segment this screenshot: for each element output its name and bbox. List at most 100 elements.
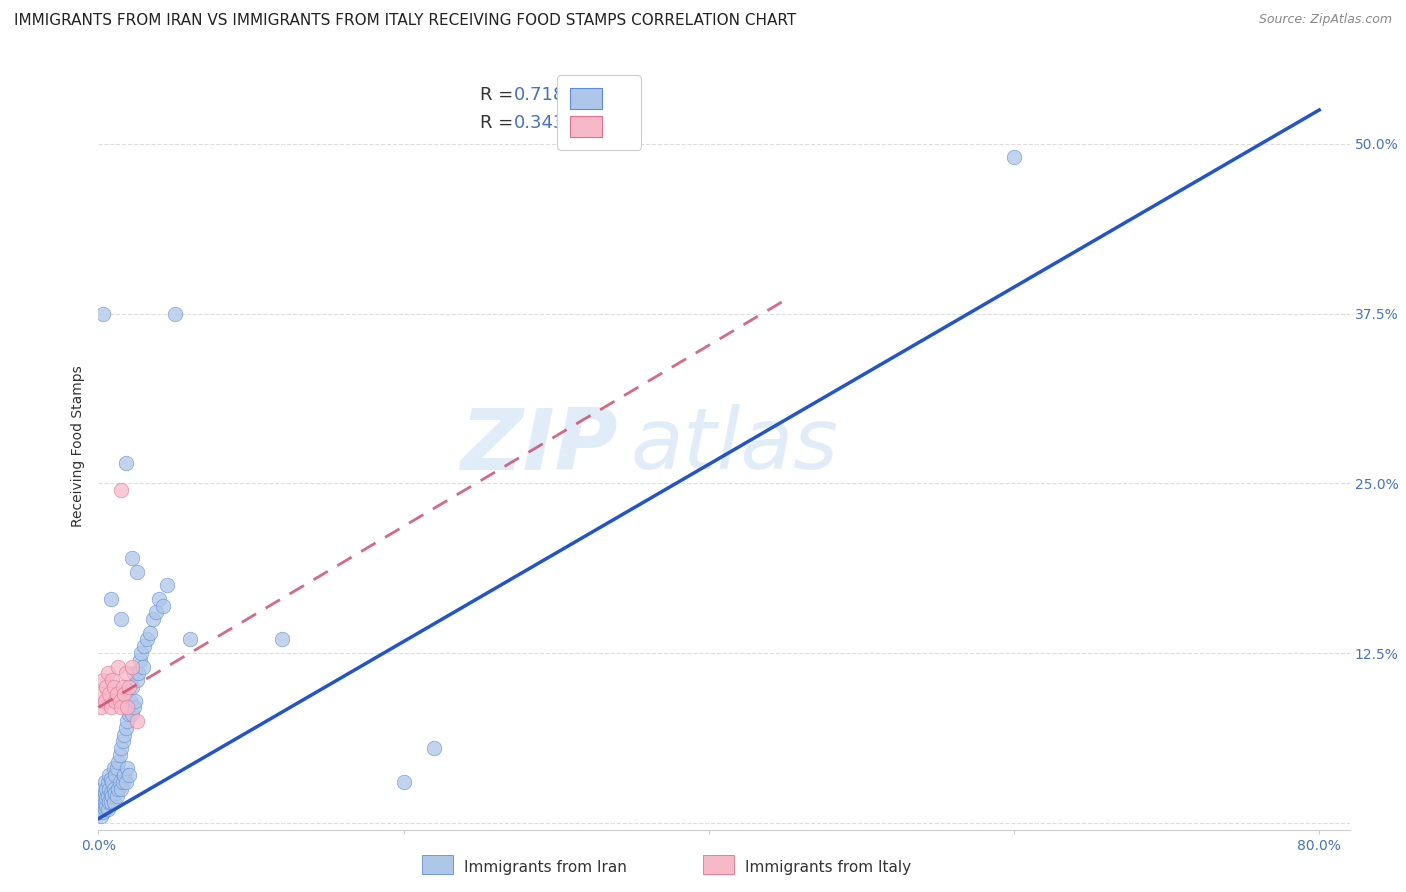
Point [118, 680, 141, 694]
Point [103, 781, 125, 796]
Y-axis label: Receiving Food Stamps: Receiving Food Stamps [70, 365, 84, 527]
Point [163, 307, 186, 321]
Point [148, 591, 170, 606]
Point [93, 786, 115, 800]
Text: R =: R = [479, 86, 519, 103]
Point [121, 707, 143, 722]
Point [107, 755, 129, 769]
Point [90, 700, 112, 714]
Point [93, 802, 115, 816]
Point [93, 796, 115, 810]
Point [117, 762, 139, 776]
Point [121, 551, 143, 566]
Point [91, 799, 114, 814]
Point [110, 781, 132, 796]
Point [108, 693, 131, 707]
Point [110, 612, 132, 626]
Point [110, 700, 132, 714]
Point [104, 786, 127, 800]
Point [111, 734, 134, 748]
Point [110, 741, 132, 756]
Point [89, 805, 111, 819]
Point [110, 483, 132, 497]
Point [93, 693, 115, 707]
Point [100, 796, 122, 810]
Text: 23: 23 [616, 114, 638, 132]
Point [97, 666, 120, 681]
Text: atlas: atlas [630, 404, 838, 488]
Point [91, 781, 114, 796]
Point [423, 741, 446, 756]
Point [98, 768, 121, 782]
Legend:    ,    : , [557, 75, 641, 150]
Point [139, 625, 162, 640]
Point [100, 786, 122, 800]
Point [128, 653, 150, 667]
Point [101, 789, 124, 803]
Point [94, 799, 117, 814]
Point [112, 727, 135, 741]
Point [142, 612, 165, 626]
Point [127, 666, 149, 681]
Point [100, 772, 122, 787]
Point [97, 802, 120, 816]
Point [94, 680, 117, 694]
Point [100, 591, 122, 606]
Point [112, 768, 135, 782]
Point [131, 659, 153, 673]
Point [89, 687, 111, 701]
Text: Source: ZipAtlas.com: Source: ZipAtlas.com [1258, 13, 1392, 27]
Point [108, 747, 131, 762]
Point [94, 781, 117, 796]
Text: ZIP: ZIP [460, 404, 617, 488]
Point [152, 599, 174, 613]
Point [134, 640, 156, 654]
Point [111, 680, 134, 694]
Point [89, 799, 111, 814]
Point [120, 693, 142, 707]
Point [90, 809, 112, 823]
Point [115, 721, 138, 735]
Text: IMMIGRANTS FROM IRAN VS IMMIGRANTS FROM ITALY RECEIVING FOOD STAMPS CORRELATION : IMMIGRANTS FROM IRAN VS IMMIGRANTS FROM … [14, 13, 796, 29]
Point [104, 768, 127, 782]
Point [270, 632, 292, 647]
Point [122, 700, 145, 714]
Point [91, 791, 114, 805]
Point [91, 673, 114, 688]
Point [103, 680, 125, 694]
Point [125, 565, 148, 579]
Point [103, 762, 125, 776]
Point [98, 796, 121, 810]
Point [118, 707, 141, 722]
Point [107, 781, 129, 796]
Point [105, 789, 128, 803]
Point [101, 775, 124, 789]
Point [103, 796, 125, 810]
Point [124, 693, 146, 707]
Point [179, 632, 201, 647]
Point [115, 666, 138, 681]
Point [104, 693, 127, 707]
Point [392, 775, 415, 789]
Text: R =: R = [479, 114, 519, 132]
Point [105, 762, 128, 776]
Point [117, 714, 139, 728]
Point [121, 659, 143, 673]
Point [97, 775, 120, 789]
Point [111, 775, 134, 789]
Point [1002, 151, 1025, 165]
Text: N =: N = [568, 86, 619, 103]
Point [122, 666, 145, 681]
Point [117, 700, 139, 714]
Point [145, 605, 167, 619]
Point [90, 789, 112, 803]
Point [125, 714, 148, 728]
Point [97, 789, 120, 803]
Point [93, 775, 115, 789]
Point [136, 632, 159, 647]
Point [90, 796, 112, 810]
Text: Immigrants from Iran: Immigrants from Iran [464, 860, 627, 874]
Point [107, 659, 129, 673]
Text: 0.343: 0.343 [513, 114, 565, 132]
Point [100, 700, 122, 714]
